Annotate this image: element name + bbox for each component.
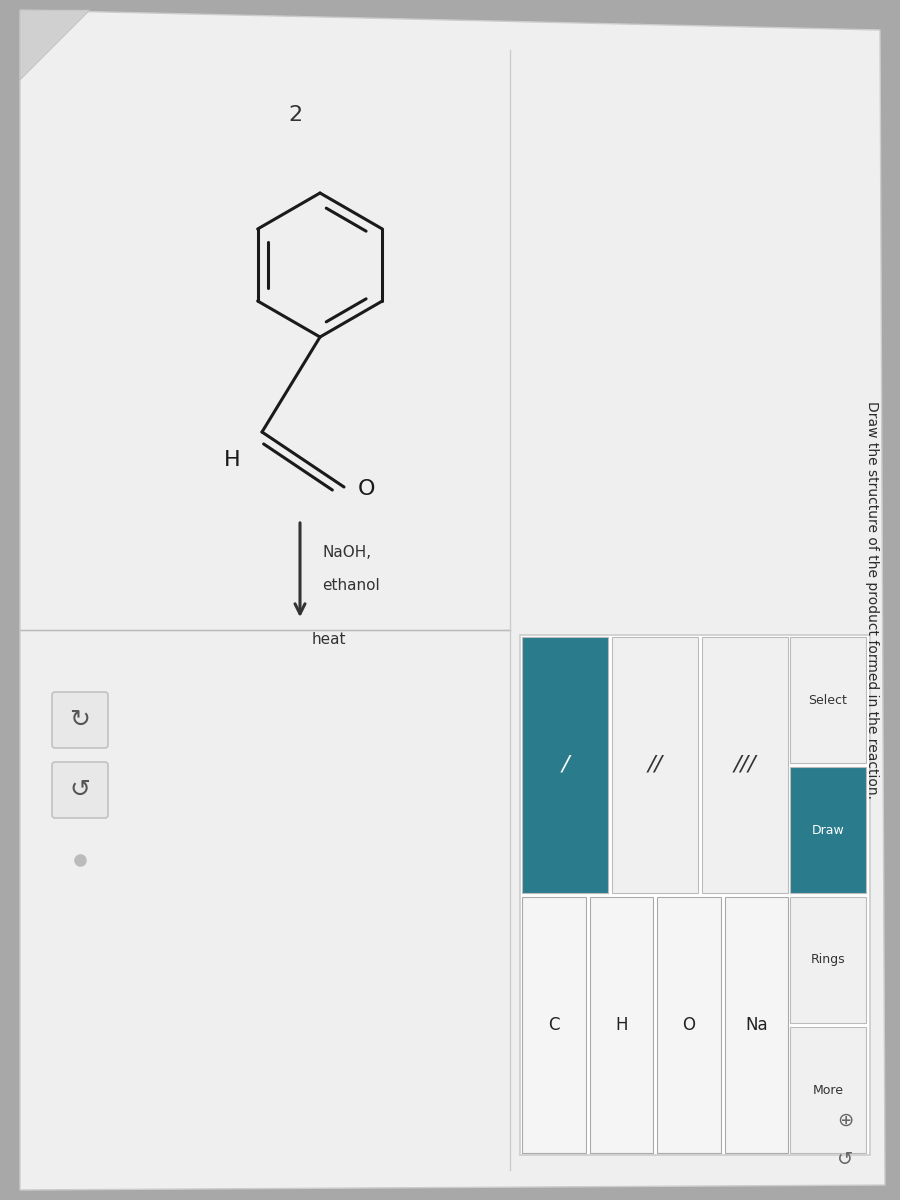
Text: ↻: ↻: [69, 708, 91, 732]
FancyBboxPatch shape: [612, 637, 698, 893]
Text: Na: Na: [745, 1016, 768, 1034]
FancyBboxPatch shape: [702, 637, 788, 893]
Text: Rings: Rings: [811, 954, 845, 966]
FancyBboxPatch shape: [522, 898, 586, 1153]
Text: O: O: [682, 1016, 695, 1034]
Text: //: //: [647, 755, 662, 775]
FancyBboxPatch shape: [790, 637, 866, 763]
FancyBboxPatch shape: [52, 762, 108, 818]
Text: /: /: [562, 755, 569, 775]
Text: More: More: [813, 1084, 843, 1097]
Text: ⊕: ⊕: [837, 1110, 853, 1129]
FancyBboxPatch shape: [724, 898, 788, 1153]
Polygon shape: [20, 10, 885, 1190]
Text: Draw: Draw: [812, 823, 844, 836]
Text: ///: ///: [734, 755, 756, 775]
FancyBboxPatch shape: [52, 692, 108, 748]
Text: ethanol: ethanol: [322, 578, 380, 593]
Text: C: C: [548, 1016, 560, 1034]
FancyBboxPatch shape: [790, 1027, 866, 1153]
Polygon shape: [20, 10, 90, 80]
Text: H: H: [223, 450, 240, 470]
Text: Select: Select: [808, 694, 848, 707]
Text: H: H: [615, 1016, 627, 1034]
FancyBboxPatch shape: [657, 898, 721, 1153]
FancyBboxPatch shape: [790, 767, 866, 893]
Text: O: O: [358, 479, 375, 499]
Text: ↺: ↺: [837, 1151, 853, 1170]
FancyBboxPatch shape: [590, 898, 653, 1153]
Text: Draw the structure of the product formed in the reaction.: Draw the structure of the product formed…: [865, 401, 879, 799]
FancyBboxPatch shape: [522, 637, 608, 893]
FancyBboxPatch shape: [520, 635, 870, 1154]
FancyBboxPatch shape: [790, 898, 866, 1022]
Text: ↺: ↺: [69, 778, 91, 802]
Text: heat: heat: [312, 632, 346, 647]
Text: 2: 2: [288, 104, 302, 125]
Text: NaOH,: NaOH,: [322, 545, 371, 560]
